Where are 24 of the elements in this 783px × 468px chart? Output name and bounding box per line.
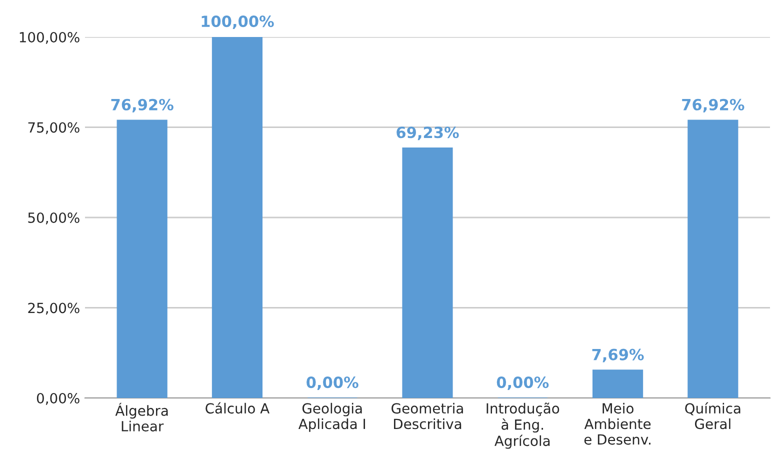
x-tick-label: Química Geral: [685, 402, 740, 430]
bar: [592, 370, 644, 398]
x-tick-label: Geologia Aplicada I: [298, 402, 366, 432]
bar: [116, 120, 168, 398]
y-tick-label: 25,00%: [28, 302, 80, 315]
x-tick-label: Introdução à Eng. Agrícola: [486, 402, 560, 449]
bar: [212, 37, 263, 398]
data-label: 76,92%: [682, 98, 744, 112]
y-tick-label: 0,00%: [36, 392, 80, 405]
data-label: 69,23%: [396, 126, 459, 140]
y-tick-label: 75,00%: [28, 122, 80, 134]
bar: [688, 120, 738, 398]
data-label: 0,00%: [306, 376, 358, 390]
y-tick-label: 50,00%: [28, 212, 80, 224]
x-tick-label: Cálculo A: [206, 402, 270, 414]
data-label: 7,69%: [592, 348, 644, 362]
x-tick-label: Geometria Descritiva: [392, 402, 463, 430]
bar: [402, 148, 453, 398]
data-label: 76,92%: [111, 98, 174, 112]
y-tick-label: 100,00%: [20, 32, 80, 44]
data-label: 100,00%: [202, 16, 274, 30]
x-tick-label: Álgebra Linear: [115, 402, 168, 432]
x-tick-label: Meio Ambiente e Desenv.: [584, 402, 651, 445]
data-label: 0,00%: [496, 376, 549, 390]
